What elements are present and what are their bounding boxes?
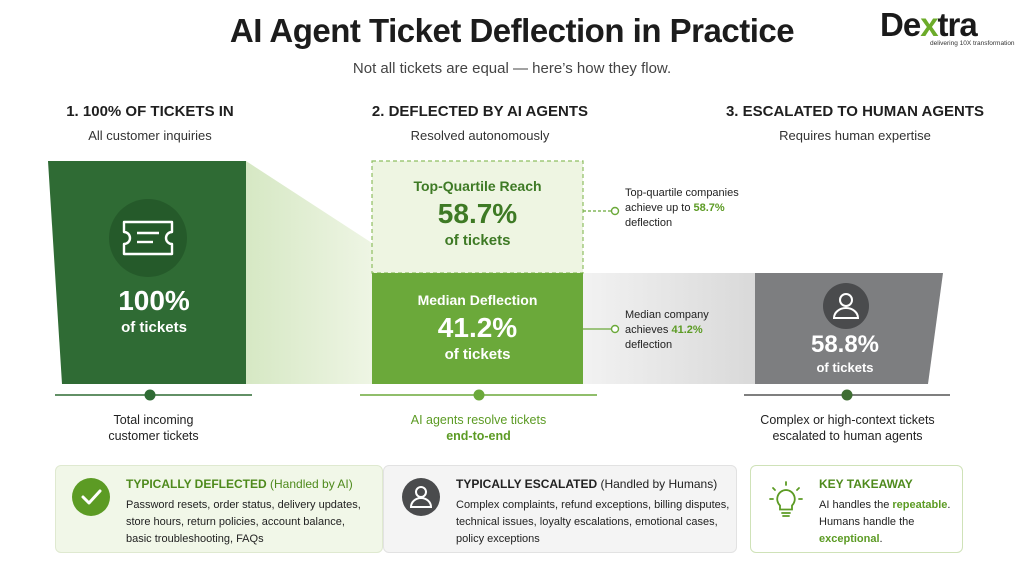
page-title: AI Agent Ticket Deflection in Practice (229, 12, 795, 49)
ticket-icon (122, 220, 174, 256)
stage-3-subheading: Requires human expertise (779, 128, 931, 143)
stage-2-bottom-box (372, 273, 583, 384)
person-icon (832, 293, 860, 319)
stage-2-heading: 2. DEFLECTED BY AI AGENTS (371, 103, 589, 120)
median-deflection-value: 41.2% (437, 312, 518, 343)
callout-median: Median company achieves 41.2% deflection (625, 309, 709, 351)
median-deflection-title: Median Deflection (417, 292, 538, 308)
key-takeaway-panel: KEY TAKEAWAY AI handles the repeatable. … (750, 465, 963, 553)
top-quartile-label: of tickets (444, 232, 511, 249)
lightbulb-icon (767, 480, 805, 522)
escalated-panel: TYPICALLY ESCALATED (Handled by Humans) … (383, 465, 737, 553)
stage-1-heading: 1. 100% OF TICKETS IN (66, 103, 234, 120)
callout-top-quartile: Top-quartile companies achieve up to 58.… (625, 187, 739, 229)
logo-tagline: delivering 10X transformation (930, 40, 1015, 47)
stage-2-baseline-dot (473, 389, 485, 401)
check-icon (72, 478, 110, 516)
funnel-connector-2 (583, 273, 755, 384)
key-takeaway-title: KEY TAKEAWAY (819, 477, 913, 491)
stage-3-heading: 3. ESCALATED TO HUMAN AGENTS (725, 103, 985, 120)
stage-3-footer: Complex or high-context tickets escalate… (760, 413, 935, 443)
page-subtitle: Not all tickets are equal — here’s how t… (352, 60, 672, 77)
stage-2-subheading: Resolved autonomously (410, 128, 550, 143)
stage-1-icon-circle (109, 199, 187, 277)
top-quartile-title: Top-Quartile Reach (413, 178, 542, 194)
stage-3-value-label: of tickets (816, 360, 874, 375)
top-quartile-value: 58.7% (437, 198, 518, 229)
brand-logo: Dextra delivering 10X transformation (880, 8, 1020, 48)
stage-1-value-label: of tickets (121, 319, 187, 336)
stage-1-subheading: All customer inquiries (88, 128, 212, 143)
stage-1-baseline-dot (144, 389, 156, 401)
stage-3-baseline-dot (841, 389, 853, 401)
deflected-panel: TYPICALLY DEFLECTED (Handled by AI) Pass… (55, 465, 383, 553)
median-deflection-label: of tickets (444, 346, 511, 363)
stage-2-top-box (371, 160, 584, 274)
stage-2-footer: AI agents resolve tickets end-to-end (410, 413, 547, 443)
stage-1-value: 100% (118, 285, 190, 316)
stage-1-footer: Total incoming customer tickets (108, 413, 199, 443)
person-icon (402, 478, 440, 516)
stage-3-value: 58.8% (810, 331, 880, 358)
funnel-connector-1 (246, 161, 372, 384)
